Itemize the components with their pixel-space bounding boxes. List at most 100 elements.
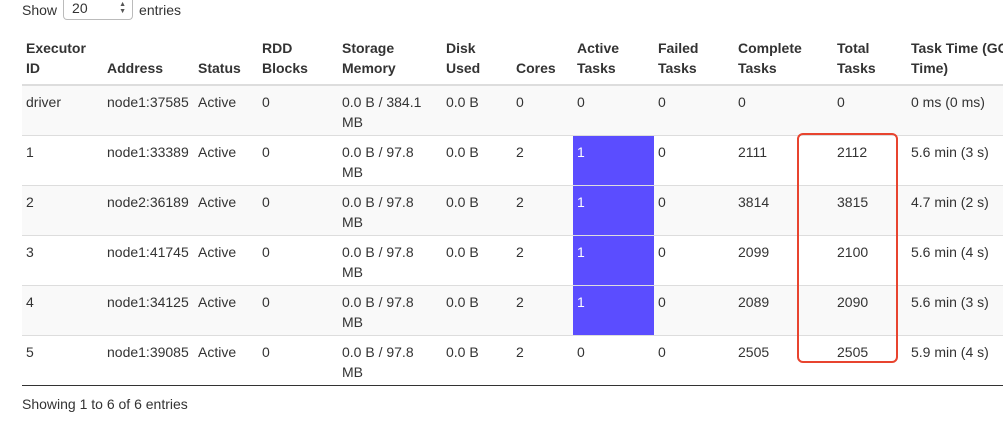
cell-status: Active [194,185,258,236]
cell-task-time: 4.7 min (2 s) [907,185,1003,236]
cell-task-time: 5.9 min (4 s) [907,335,1003,386]
cell-rdd-blocks: 0 [258,285,338,336]
cell-address: node1:34125 [103,285,194,336]
cell-executor-id: driver [22,85,103,136]
cell-total-tasks: 3815 [833,185,907,236]
cell-rdd-blocks: 0 [258,335,338,386]
cell-cores: 2 [512,185,573,236]
cell-failed-tasks: 0 [654,335,734,386]
table-row: 2 node2:36189 Active 0 0.0 B / 97.8 MB 0… [22,185,1003,236]
cell-cores: 2 [512,135,573,186]
cell-address: node2:36189 [103,185,194,236]
col-disk-used[interactable]: Disk Used [442,34,512,86]
cell-total-tasks: 0 [833,85,907,136]
cell-status: Active [194,335,258,386]
cell-status: Active [194,235,258,286]
cell-address: node1:39085 [103,335,194,386]
col-storage-memory[interactable]: Storage Memory [338,34,442,86]
cell-storage-memory: 0.0 B / 384.1 MB [338,85,442,136]
cell-complete-tasks: 2505 [734,335,833,386]
table-row: driver node1:37585 Active 0 0.0 B / 384.… [22,85,1003,136]
cell-status: Active [194,135,258,186]
col-task-time[interactable]: Task Time (GC Time) [907,34,1003,86]
cell-disk-used: 0.0 B [442,185,512,236]
cell-total-tasks: 2112 [833,135,907,186]
cell-failed-tasks: 0 [654,185,734,236]
cell-complete-tasks: 2111 [734,135,833,186]
col-executor-id[interactable]: Executor ID [22,34,103,86]
cell-cores: 2 [512,235,573,286]
length-suffix: entries [139,2,182,18]
cell-active-tasks: 1 [573,135,654,186]
cell-task-time: 5.6 min (3 s) [907,285,1003,336]
cell-active-tasks: 0 [573,85,654,136]
cell-failed-tasks: 0 [654,85,734,136]
cell-address: node1:33389 [103,135,194,186]
cell-disk-used: 0.0 B [442,135,512,186]
table-row: 3 node1:41745 Active 0 0.0 B / 97.8 MB 0… [22,235,1003,286]
table-row: 4 node1:34125 Active 0 0.0 B / 97.8 MB 0… [22,285,1003,336]
col-address[interactable]: Address [103,34,194,86]
cell-cores: 2 [512,285,573,336]
col-complete-tasks[interactable]: Complete Tasks [734,34,833,86]
cell-total-tasks: 2100 [833,235,907,286]
cell-rdd-blocks: 0 [258,235,338,286]
cell-total-tasks: 2090 [833,285,907,336]
col-total-tasks[interactable]: Total Tasks [833,34,907,86]
length-menu: Show 20 ▲ ▼ entries [22,0,181,20]
cell-address: node1:41745 [103,235,194,286]
cell-storage-memory: 0.0 B / 97.8 MB [338,335,442,386]
cell-active-tasks: 1 [573,185,654,236]
cell-complete-tasks: 2099 [734,235,833,286]
cell-complete-tasks: 3814 [734,185,833,236]
cell-failed-tasks: 0 [654,285,734,336]
cell-status: Active [194,285,258,336]
col-rdd-blocks[interactable]: RDD Blocks [258,34,338,86]
cell-active-tasks: 1 [573,235,654,286]
table-header-row: Executor ID Address Status RDD Blocks St… [22,34,1003,86]
cell-executor-id: 3 [22,235,103,286]
cell-active-tasks: 0 [573,335,654,386]
cell-executor-id: 2 [22,185,103,236]
table-info: Showing 1 to 6 of 6 entries [22,396,188,412]
cell-task-time: 5.6 min (3 s) [907,135,1003,186]
cell-disk-used: 0.0 B [442,285,512,336]
cell-disk-used: 0.0 B [442,335,512,386]
cell-storage-memory: 0.0 B / 97.8 MB [338,185,442,236]
page-length-value: 20 [72,0,88,16]
cell-cores: 2 [512,335,573,386]
cell-storage-memory: 0.0 B / 97.8 MB [338,235,442,286]
col-cores[interactable]: Cores [512,34,573,86]
cell-rdd-blocks: 0 [258,135,338,186]
cell-status: Active [194,85,258,136]
executors-table: Executor ID Address Status RDD Blocks St… [22,34,1003,386]
cell-failed-tasks: 0 [654,235,734,286]
length-prefix: Show [22,2,58,18]
col-active-tasks[interactable]: Active Tasks [573,34,654,86]
cell-executor-id: 5 [22,335,103,386]
select-arrows-icon: ▲ ▼ [119,1,127,15]
executors-table-container: Executor ID Address Status RDD Blocks St… [22,34,1003,386]
cell-disk-used: 0.0 B [442,85,512,136]
cell-executor-id: 1 [22,135,103,186]
cell-active-tasks: 1 [573,285,654,336]
cell-storage-memory: 0.0 B / 97.8 MB [338,285,442,336]
cell-address: node1:37585 [103,85,194,136]
page-length-select[interactable]: 20 ▲ ▼ [63,0,134,20]
cell-task-time: 0 ms (0 ms) [907,85,1003,136]
cell-total-tasks: 2505 [833,335,907,386]
cell-complete-tasks: 0 [734,85,833,136]
cell-cores: 0 [512,85,573,136]
cell-rdd-blocks: 0 [258,85,338,136]
cell-task-time: 5.6 min (4 s) [907,235,1003,286]
cell-disk-used: 0.0 B [442,235,512,286]
col-status[interactable]: Status [194,34,258,86]
cell-rdd-blocks: 0 [258,185,338,236]
table-row: 1 node1:33389 Active 0 0.0 B / 97.8 MB 0… [22,135,1003,186]
cell-executor-id: 4 [22,285,103,336]
table-row: 5 node1:39085 Active 0 0.0 B / 97.8 MB 0… [22,335,1003,386]
cell-storage-memory: 0.0 B / 97.8 MB [338,135,442,186]
cell-complete-tasks: 2089 [734,285,833,336]
col-failed-tasks[interactable]: Failed Tasks [654,34,734,86]
cell-failed-tasks: 0 [654,135,734,186]
